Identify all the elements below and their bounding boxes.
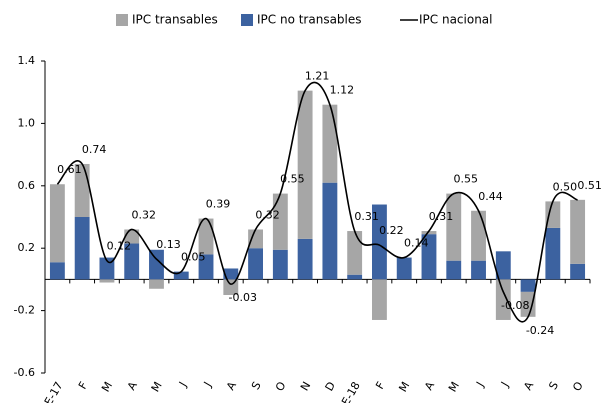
bar (372, 279, 387, 320)
x-tick-label: E-17 (42, 380, 66, 403)
bar (396, 257, 412, 280)
data-label: -0.03 (229, 291, 257, 304)
bar (495, 279, 511, 320)
bar (198, 254, 214, 280)
x-tick-label: M (446, 380, 462, 395)
x-tick-label: A (521, 379, 536, 392)
bar (124, 243, 140, 280)
data-label: 0.12 (107, 240, 132, 253)
legend-label: IPC nacional (419, 13, 493, 27)
x-tick-label: J (473, 380, 486, 390)
x-tick-label: S (546, 379, 561, 392)
x-tick-label: A (224, 379, 239, 392)
x-tick-label: D (323, 380, 339, 394)
data-label: 0.39 (206, 198, 231, 211)
bar (49, 184, 65, 263)
bar (198, 218, 214, 255)
bar (173, 271, 189, 280)
bar (372, 204, 387, 280)
bar (149, 279, 164, 289)
legend-swatch (116, 14, 128, 26)
y-tick-label: 1.0 (18, 116, 36, 129)
bar (520, 291, 536, 317)
bar (74, 163, 90, 217)
x-tick-label: A (125, 379, 140, 392)
data-label: 0.13 (156, 238, 181, 251)
bar (248, 248, 263, 280)
data-label: 0.05 (181, 251, 206, 264)
bar (471, 210, 486, 261)
bar (570, 199, 586, 264)
legend-label: IPC no transables (257, 13, 362, 27)
bar (421, 231, 437, 235)
legend-swatch (241, 14, 253, 26)
data-label: 0.22 (379, 224, 404, 237)
bar (570, 263, 586, 280)
bar (347, 231, 363, 275)
bar (520, 279, 536, 292)
bar (297, 238, 313, 280)
bar (471, 260, 486, 280)
bar (446, 260, 462, 280)
legend-label: IPC transables (132, 13, 218, 27)
data-label: -0.24 (526, 324, 554, 337)
x-tick-label: E-18 (339, 380, 363, 403)
bar (49, 262, 65, 280)
data-label: -0.08 (501, 299, 529, 312)
bar (272, 249, 288, 280)
y-tick-label: -0.2 (14, 304, 35, 317)
y-tick-label: -0.6 (14, 366, 35, 379)
bar (149, 249, 164, 280)
x-tick-label: F (373, 380, 387, 392)
data-label: 1.12 (330, 84, 355, 97)
bar (248, 229, 263, 249)
y-tick-label: 0.2 (18, 241, 36, 254)
data-label: 0.55 (280, 173, 305, 186)
bar (421, 234, 437, 280)
data-label: 1.21 (305, 70, 330, 83)
bar (322, 104, 338, 183)
x-tick-label: N (298, 380, 313, 394)
data-label: 0.51 (577, 179, 602, 192)
x-tick-label: M (99, 380, 115, 395)
data-label: 0.32 (131, 208, 156, 221)
data-label: 0.61 (57, 163, 82, 176)
data-label: 0.44 (478, 190, 503, 203)
bar (446, 193, 462, 261)
bar (545, 201, 561, 228)
data-label: 0.14 (404, 237, 429, 250)
x-tick-label: M (396, 380, 412, 395)
line (56, 81, 578, 323)
x-tick-label: J (201, 380, 214, 390)
y-tick-label: 0.6 (18, 179, 36, 192)
data-label: 0.74 (82, 143, 107, 156)
x-tick-label: O (570, 379, 586, 393)
bar (297, 90, 313, 239)
data-label: 0.55 (454, 173, 479, 186)
bar (545, 227, 561, 280)
bar (272, 193, 288, 250)
x-tick-label: J (498, 380, 511, 390)
x-tick-label: F (76, 380, 90, 392)
x-tick-label: M (149, 380, 165, 395)
data-label: 0.31 (354, 210, 379, 223)
x-tick-label: A (422, 379, 437, 392)
data-label: 0.32 (255, 208, 280, 221)
x-tick-label: S (249, 379, 264, 392)
bar (74, 217, 90, 280)
data-label: 0.50 (553, 180, 578, 193)
data-label: 0.31 (429, 210, 454, 223)
bar (347, 274, 363, 280)
bar (223, 268, 239, 280)
bar (322, 182, 338, 280)
bar (495, 251, 511, 280)
y-tick-label: 1.4 (18, 54, 36, 67)
bar (99, 279, 115, 283)
x-tick-label: O (273, 379, 289, 393)
x-tick-label: J (176, 380, 189, 390)
